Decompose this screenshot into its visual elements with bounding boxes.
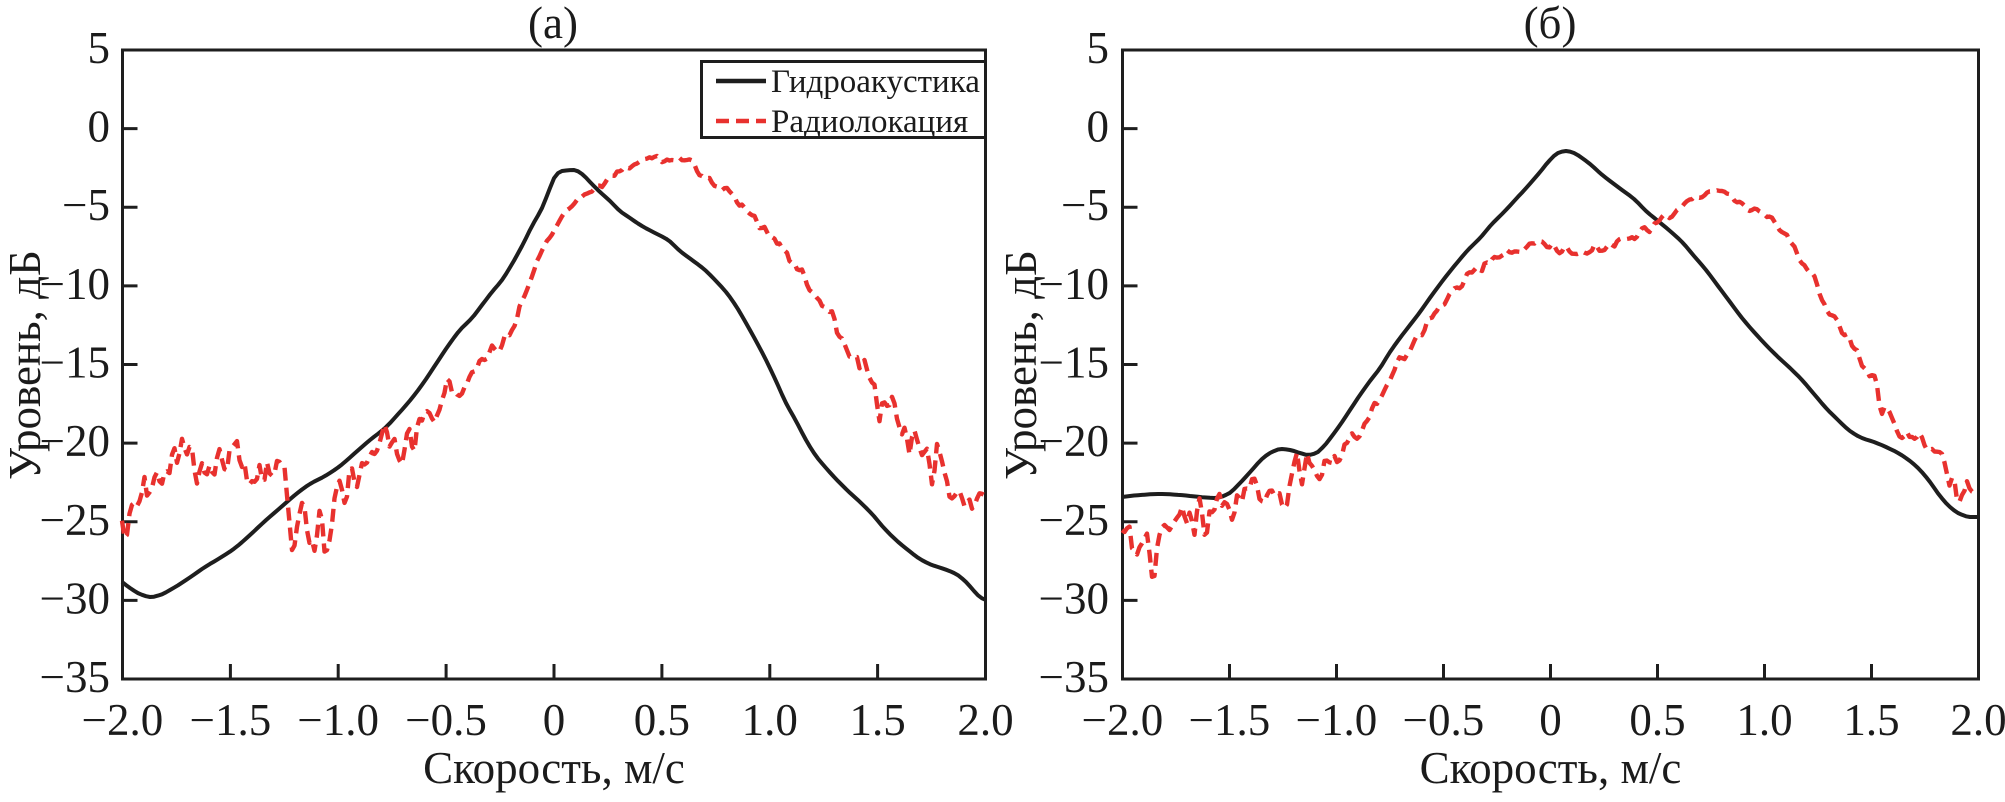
svg-text:−0.5: −0.5 bbox=[1403, 695, 1485, 745]
svg-text:−0.5: −0.5 bbox=[405, 695, 487, 745]
svg-text:−15: −15 bbox=[40, 338, 110, 388]
svg-text:Радиолокация: Радиолокация bbox=[771, 104, 968, 140]
svg-text:−20: −20 bbox=[40, 416, 110, 466]
svg-text:−10: −10 bbox=[1039, 259, 1109, 309]
svg-text:0.5: 0.5 bbox=[1629, 695, 1685, 745]
svg-text:−35: −35 bbox=[1039, 652, 1109, 702]
svg-text:Скорость, м/с: Скорость, м/с bbox=[1420, 743, 1682, 793]
svg-text:0: 0 bbox=[1087, 102, 1110, 152]
svg-text:0.5: 0.5 bbox=[634, 695, 690, 745]
svg-text:(а): (а) bbox=[528, 0, 578, 48]
svg-text:−1.5: −1.5 bbox=[1189, 695, 1271, 745]
svg-text:5: 5 bbox=[88, 23, 111, 73]
svg-text:2.0: 2.0 bbox=[1950, 695, 2005, 745]
svg-text:−1.5: −1.5 bbox=[190, 695, 272, 745]
svg-text:−30: −30 bbox=[1039, 573, 1109, 623]
svg-text:−30: −30 bbox=[40, 573, 110, 623]
svg-text:1.0: 1.0 bbox=[742, 695, 798, 745]
svg-text:−1.0: −1.0 bbox=[297, 695, 379, 745]
svg-text:Гидроакустика: Гидроакустика bbox=[771, 64, 980, 100]
svg-text:−2.0: −2.0 bbox=[82, 695, 164, 745]
svg-text:Уровень, дБ: Уровень, дБ bbox=[996, 250, 1046, 480]
svg-text:−25: −25 bbox=[1039, 495, 1109, 545]
svg-text:−1.0: −1.0 bbox=[1296, 695, 1378, 745]
svg-text:−15: −15 bbox=[1039, 338, 1109, 388]
svg-text:1.5: 1.5 bbox=[849, 695, 905, 745]
svg-text:−20: −20 bbox=[1039, 416, 1109, 466]
svg-text:−5: −5 bbox=[1061, 180, 1109, 230]
svg-text:5: 5 bbox=[1087, 23, 1110, 73]
svg-text:0: 0 bbox=[1539, 695, 1562, 745]
svg-text:−10: −10 bbox=[40, 259, 110, 309]
svg-text:2.0: 2.0 bbox=[957, 695, 1013, 745]
svg-text:−2.0: −2.0 bbox=[1082, 695, 1164, 745]
svg-text:(б): (б) bbox=[1524, 0, 1577, 48]
svg-text:1.5: 1.5 bbox=[1843, 695, 1899, 745]
svg-text:0: 0 bbox=[543, 695, 566, 745]
svg-text:0: 0 bbox=[88, 102, 111, 152]
svg-text:−5: −5 bbox=[62, 180, 110, 230]
svg-text:−35: −35 bbox=[40, 652, 110, 702]
svg-text:Скорость, м/с: Скорость, м/с bbox=[423, 743, 685, 793]
svg-text:1.0: 1.0 bbox=[1736, 695, 1792, 745]
svg-text:Уровень, дБ: Уровень, дБ bbox=[0, 250, 50, 480]
svg-text:−25: −25 bbox=[40, 495, 110, 545]
